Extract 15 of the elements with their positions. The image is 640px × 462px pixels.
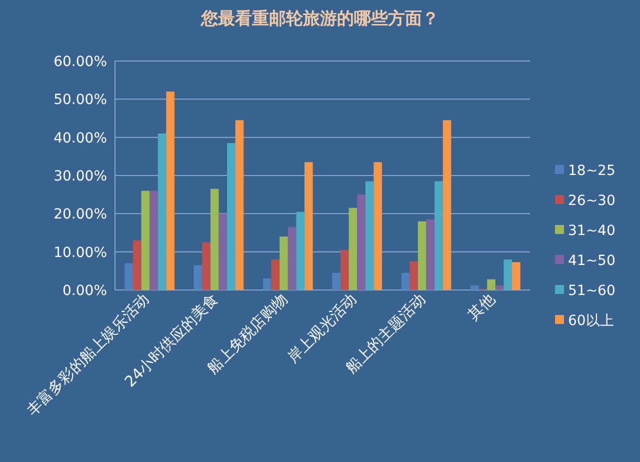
y-tick-label: 20.00%: [54, 206, 107, 223]
y-tick-label: 40.00%: [54, 130, 107, 146]
legend-label: 60以上: [568, 313, 614, 329]
y-tick-label: 30.00%: [54, 168, 107, 184]
legend-label: 26~30: [568, 193, 616, 209]
x-tick-label: 其他: [464, 290, 498, 324]
y-tick-label: 60.00%: [54, 54, 107, 70]
legend-label: 41~50: [568, 253, 616, 269]
legend-label: 18~25: [568, 163, 616, 179]
y-tick-label: 50.00%: [54, 92, 107, 108]
y-tick-label: 10.00%: [54, 244, 107, 261]
y-tick-label: 0.00%: [62, 283, 107, 299]
chart-title: 您最看重邮轮旅游的哪些方面？: [200, 9, 439, 29]
legend-label: 31~40: [568, 223, 616, 239]
legend-label: 51~60: [568, 283, 616, 299]
